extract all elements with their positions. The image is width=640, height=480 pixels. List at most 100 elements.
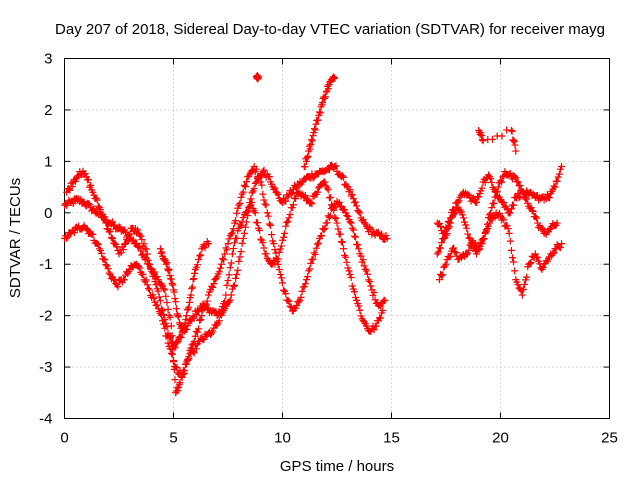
data-point (101, 256, 109, 264)
data-point (190, 275, 198, 283)
data-point (284, 296, 292, 304)
data-point (356, 209, 364, 217)
data-point (202, 300, 210, 308)
data-point (216, 264, 224, 272)
data-point (479, 137, 487, 145)
data-point (443, 224, 451, 232)
data-point (340, 245, 348, 253)
data-point (188, 283, 196, 291)
data-point (479, 235, 487, 243)
data-point (262, 250, 270, 258)
data-point (258, 181, 266, 189)
data-point (445, 218, 453, 226)
data-point (337, 202, 345, 210)
data-point (326, 193, 334, 201)
data-point (464, 230, 472, 238)
data-point (172, 298, 180, 306)
data-point (549, 250, 557, 258)
data-point (166, 313, 174, 321)
data-point (494, 183, 502, 191)
data-point (367, 282, 375, 290)
data-point (338, 172, 346, 180)
data-point (162, 292, 170, 300)
data-point (223, 246, 231, 254)
data-point (180, 367, 188, 375)
data-point (263, 209, 271, 217)
data-point (324, 85, 332, 93)
data-point (301, 163, 309, 171)
data-point (343, 212, 351, 220)
data-point (197, 251, 205, 259)
data-point (371, 296, 379, 304)
data-point (450, 205, 458, 213)
data-point (251, 209, 259, 217)
data-point (244, 208, 252, 216)
data-point (331, 163, 339, 170)
data-point (104, 265, 112, 273)
data-point (225, 235, 233, 243)
data-point (285, 214, 293, 222)
data-point (192, 345, 200, 353)
data-point (347, 219, 355, 227)
data-point (311, 251, 319, 259)
data-point (219, 255, 227, 263)
data-point (161, 286, 169, 294)
data-point (228, 250, 236, 258)
data-point (216, 310, 224, 318)
data-point (210, 280, 218, 288)
data-point (493, 188, 501, 196)
data-point (167, 349, 175, 357)
data-point (162, 260, 170, 268)
data-point (114, 283, 122, 291)
data-point (220, 256, 228, 264)
data-point (473, 250, 481, 258)
data-point (250, 185, 258, 193)
data-point (193, 261, 201, 269)
data-point (293, 302, 301, 310)
data-point (234, 266, 242, 274)
data-point (188, 285, 196, 293)
data-point (307, 199, 315, 206)
data-point (142, 245, 150, 253)
data-point (341, 251, 349, 259)
data-point (309, 255, 317, 263)
data-point (323, 219, 331, 227)
data-point (437, 222, 445, 230)
data-point (141, 256, 149, 264)
x-tick-label: 15 (383, 430, 400, 447)
data-point (196, 316, 204, 324)
data-point (237, 193, 245, 201)
data-point (68, 183, 76, 191)
data-point (495, 209, 503, 217)
series-trace-2 (61, 163, 389, 381)
data-point (192, 311, 200, 319)
data-point (325, 166, 333, 174)
data-point (86, 201, 94, 209)
data-point (538, 224, 546, 232)
data-points (61, 71, 566, 397)
data-point (446, 252, 454, 260)
data-point (478, 184, 486, 192)
data-point (180, 323, 188, 331)
data-point (204, 291, 212, 299)
series-trace-10 (475, 126, 520, 155)
data-point (144, 256, 152, 264)
data-point (277, 242, 285, 250)
data-point (539, 264, 547, 272)
data-point (239, 188, 247, 196)
data-point (506, 237, 514, 245)
data-point (93, 240, 101, 248)
data-point (198, 312, 206, 320)
data-point (276, 271, 284, 278)
data-point (331, 213, 339, 221)
data-point (314, 116, 322, 124)
data-point (142, 276, 150, 284)
data-point (261, 200, 269, 208)
data-point (370, 288, 378, 296)
data-point (96, 206, 104, 214)
data-point (195, 325, 203, 333)
data-point (459, 214, 467, 222)
data-point (135, 262, 143, 270)
data-point (90, 205, 98, 213)
data-point (63, 234, 71, 242)
